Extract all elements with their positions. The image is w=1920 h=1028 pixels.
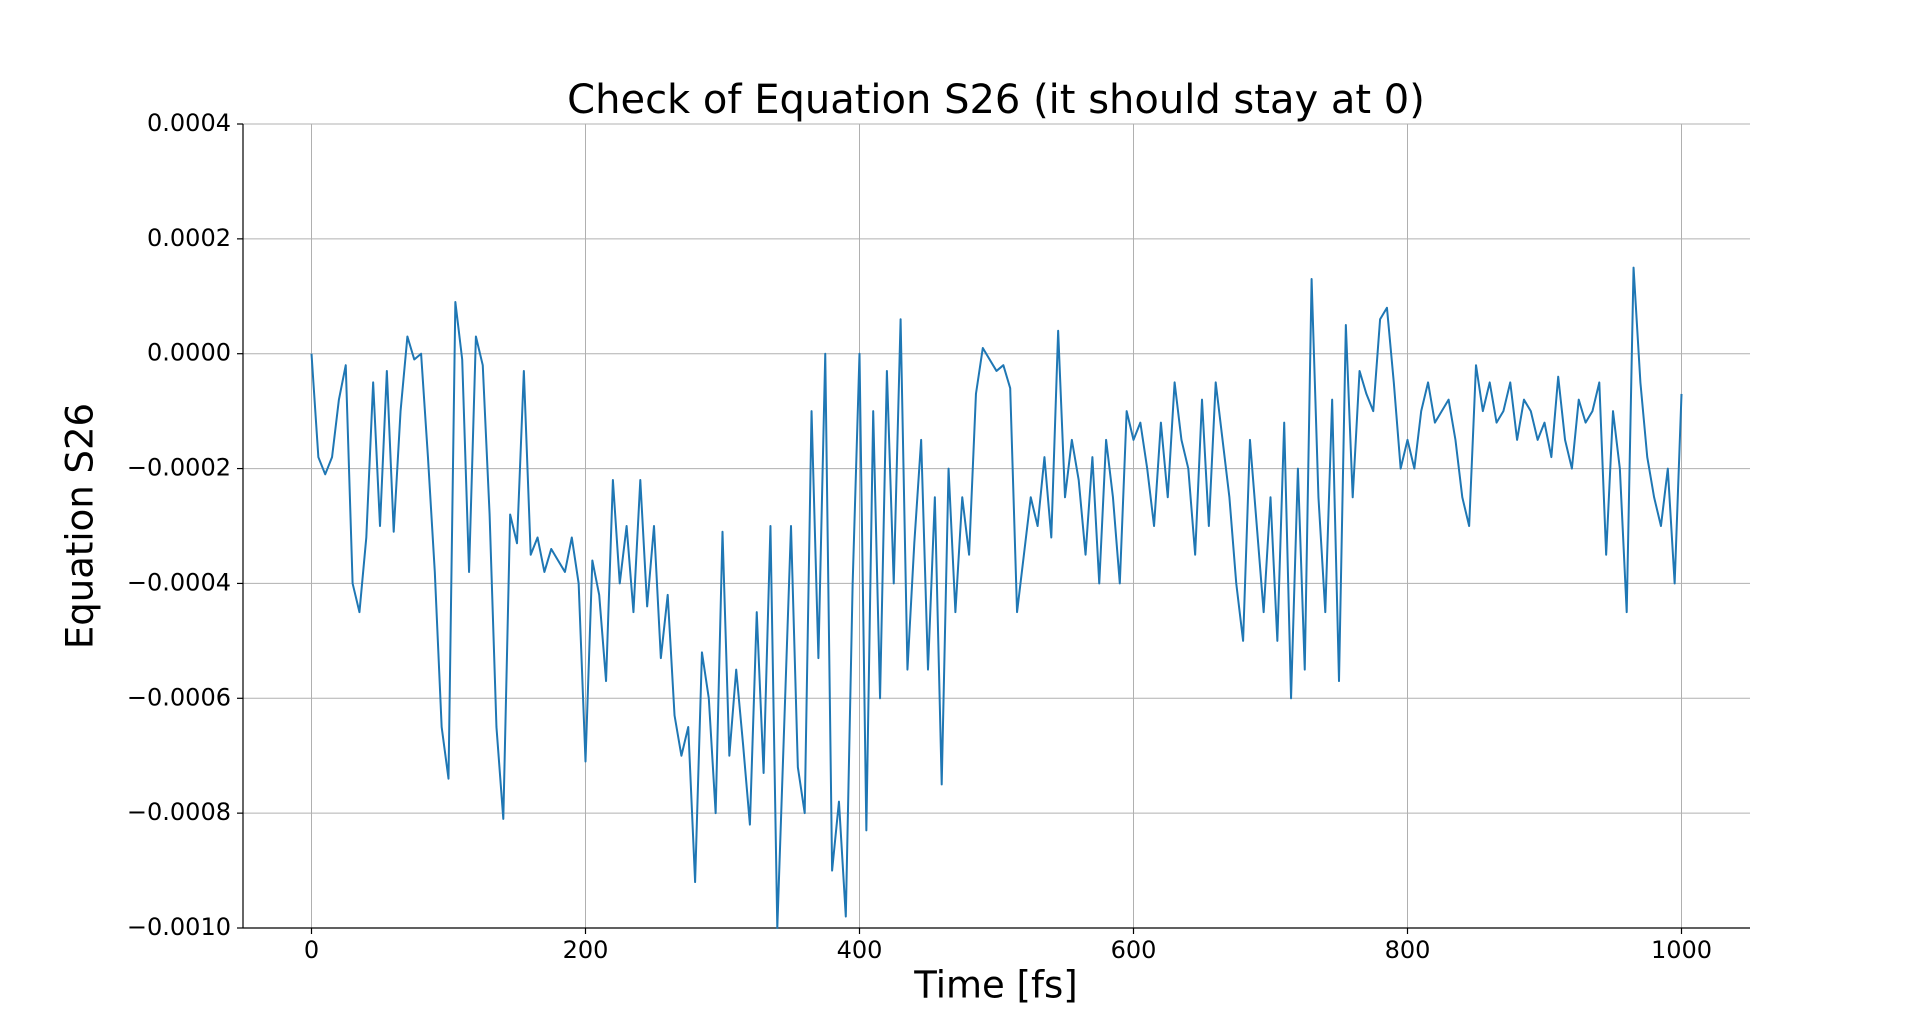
x-axis-label: Time [fs] (913, 964, 1077, 1007)
y-tick-label: −0.0002 (127, 454, 231, 482)
chart-title: Check of Equation S26 (it should stay at… (567, 77, 1425, 123)
x-tick-label: 200 (563, 936, 609, 964)
y-tick-label: −0.0006 (127, 683, 231, 711)
y-tick-label: −0.0010 (127, 913, 231, 941)
y-tick-label: −0.0004 (127, 568, 231, 596)
x-tick-label: 0 (304, 936, 319, 964)
y-axis-label: Equation S26 (59, 403, 102, 649)
y-tick-label: 0.0002 (147, 224, 231, 252)
data-line (310, 266, 1683, 929)
x-tick-label: 800 (1385, 936, 1431, 964)
x-tick-label: 1000 (1651, 936, 1712, 964)
x-tick-label: 400 (837, 936, 883, 964)
y-tick-label: 0.0004 (147, 109, 231, 137)
y-tick-label: −0.0008 (127, 798, 231, 826)
x-tick-label: 600 (1111, 936, 1157, 964)
y-tick-label: 0.0000 (147, 339, 231, 367)
